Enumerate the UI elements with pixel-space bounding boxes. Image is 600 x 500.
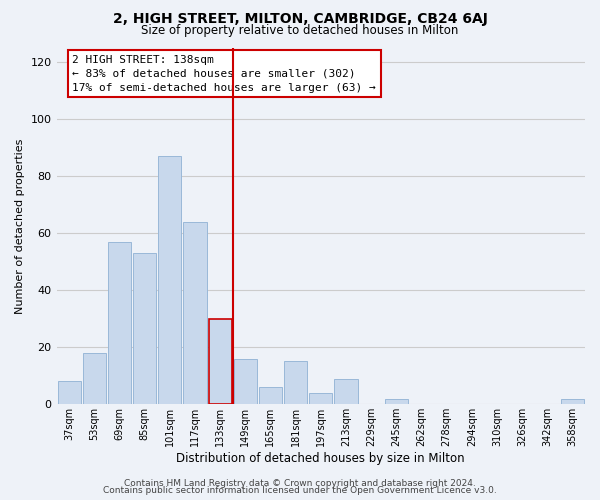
Bar (108, 242, 131, 404)
X-axis label: Distribution of detached houses by size in Milton: Distribution of detached houses by size … (176, 452, 465, 465)
Bar (385, 398, 408, 404)
Y-axis label: Number of detached properties: Number of detached properties (15, 138, 25, 314)
Text: Contains HM Land Registry data © Crown copyright and database right 2024.: Contains HM Land Registry data © Crown c… (124, 478, 476, 488)
Bar (209, 318, 232, 404)
Bar (561, 398, 584, 404)
Bar (284, 362, 307, 405)
Bar (158, 156, 181, 404)
Text: 2, HIGH STREET, MILTON, CAMBRIDGE, CB24 6AJ: 2, HIGH STREET, MILTON, CAMBRIDGE, CB24 … (113, 12, 487, 26)
Bar (234, 358, 257, 405)
Text: 2 HIGH STREET: 138sqm
← 83% of detached houses are smaller (302)
17% of semi-det: 2 HIGH STREET: 138sqm ← 83% of detached … (73, 54, 376, 92)
Bar (133, 253, 156, 404)
Text: Contains public sector information licensed under the Open Government Licence v3: Contains public sector information licen… (103, 486, 497, 495)
Bar (83, 353, 106, 405)
Bar (58, 382, 80, 404)
Text: Size of property relative to detached houses in Milton: Size of property relative to detached ho… (142, 24, 458, 37)
Bar (259, 387, 282, 404)
Bar (184, 222, 206, 404)
Bar (334, 378, 358, 404)
Bar (309, 393, 332, 404)
